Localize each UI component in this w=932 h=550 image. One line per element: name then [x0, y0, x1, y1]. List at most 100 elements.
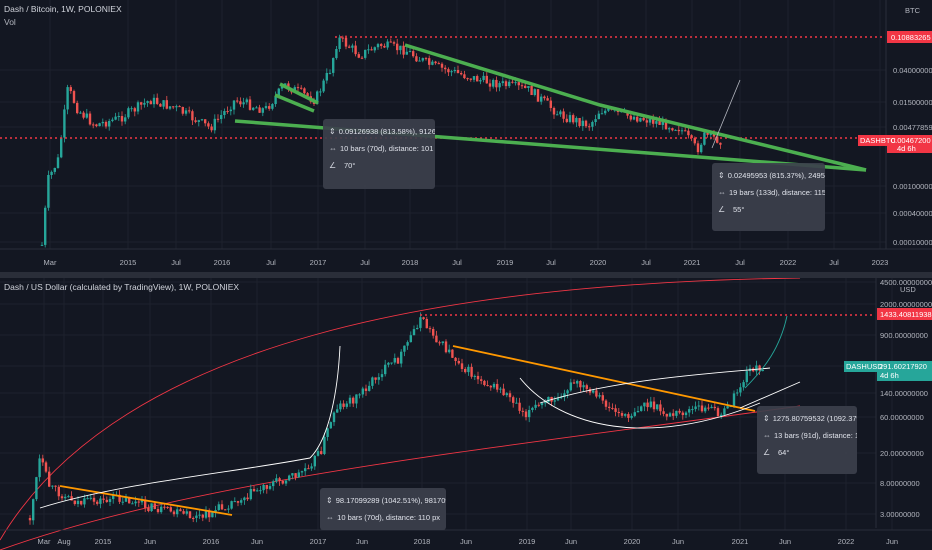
- wedge-upper-trendline[interactable]: [404, 43, 867, 172]
- candle-body: [611, 407, 614, 409]
- trendline-2014-2016[interactable]: [59, 485, 233, 516]
- wedge-lower-trendline[interactable]: [234, 119, 867, 172]
- candle-body: [691, 409, 694, 411]
- candle-body: [405, 51, 408, 55]
- parabolic-curve-left[interactable]: [309, 345, 341, 459]
- candle-body: [502, 388, 505, 396]
- top-price-level: 0.00040000: [893, 209, 932, 218]
- candle-body: [367, 49, 370, 51]
- top-price-level: 0.01500000: [893, 98, 932, 107]
- candle-body: [72, 91, 76, 103]
- candle-body: [745, 371, 748, 383]
- dash-usd-chart-pane[interactable]: USD 4500.00000000 2000.00000000 900.000000…: [0, 278, 932, 550]
- candle-body: [130, 108, 133, 110]
- bot-price-level: 4500.00000000: [880, 278, 932, 287]
- candle-body: [601, 395, 604, 401]
- dash-btc-chart-pane[interactable]: BTC 0.04000000 0.01500000 0.00477859 0.0010…: [0, 0, 932, 272]
- chart-title[interactable]: Dash / US Dollar (calculated by TradingV…: [4, 282, 240, 292]
- candle-body: [181, 106, 184, 114]
- bot-price-level: 140.00000000: [880, 389, 928, 398]
- candle-body: [377, 377, 380, 380]
- candle-body: [566, 390, 569, 394]
- support-trendline[interactable]: [739, 381, 801, 409]
- candle-body: [482, 75, 485, 81]
- candle-body: [598, 395, 601, 397]
- high-price-tag-text: 0.10883265: [891, 33, 931, 42]
- price-range-icon: ⇕: [763, 414, 770, 423]
- candle-body: [316, 91, 319, 104]
- candle-body: [242, 102, 245, 105]
- top-time-label: 2017: [310, 258, 327, 267]
- candle-body: [124, 497, 128, 502]
- candle-body: [595, 390, 598, 397]
- candle-body: [643, 402, 646, 407]
- candle-body: [252, 107, 255, 110]
- parabolic-curve-right[interactable]: [744, 315, 788, 389]
- candle-body: [700, 405, 704, 412]
- candle-body: [742, 382, 745, 388]
- candle-body: [175, 106, 178, 108]
- chart-title[interactable]: Dash / Bitcoin, 1W, POLONIEX: [4, 4, 122, 14]
- candle-body: [296, 87, 300, 89]
- candle-body: [412, 51, 415, 57]
- measure-angle: 55°: [733, 205, 745, 214]
- candle-body: [678, 410, 681, 413]
- candle-body: [533, 89, 536, 96]
- candle-body: [700, 144, 703, 153]
- log-curve-lower[interactable]: [0, 405, 801, 550]
- flag-trendline-upper[interactable]: [279, 82, 319, 105]
- top-price-level: 0.00010000: [893, 238, 932, 247]
- pane-divider[interactable]: [0, 272, 932, 278]
- candle-body: [255, 107, 258, 109]
- cup-curve-right[interactable]: [519, 377, 761, 429]
- candle-body: [95, 124, 98, 127]
- candle-body: [416, 327, 419, 330]
- candle-body: [706, 132, 709, 135]
- angle-icon: ∠: [718, 205, 726, 214]
- candle-body: [73, 500, 76, 505]
- top-price-level: 0.00100000: [893, 182, 932, 191]
- candle-body: [216, 118, 220, 120]
- candle-body: [469, 78, 472, 80]
- candle-body: [44, 462, 48, 472]
- cup-curve-left[interactable]: [39, 457, 311, 509]
- cup-line-right[interactable]: [539, 367, 771, 404]
- currency-label: USD: [900, 285, 916, 294]
- bot-time-label: 2020: [624, 537, 641, 546]
- candle-body: [358, 394, 361, 396]
- candle-body: [326, 428, 329, 437]
- candle-body: [272, 481, 275, 487]
- candle-body: [389, 41, 392, 43]
- candle-body: [406, 342, 409, 346]
- candle-body: [304, 468, 307, 472]
- candle-body: [488, 83, 492, 87]
- candle-body: [348, 46, 351, 48]
- flag-trendline-lower[interactable]: [274, 93, 315, 113]
- candle-body: [547, 396, 550, 403]
- candle-body: [140, 102, 143, 105]
- candle-body: [120, 116, 124, 122]
- candle-body: [127, 108, 130, 118]
- candle-body: [275, 478, 278, 482]
- log-curve-upper[interactable]: [0, 278, 801, 541]
- candle-body: [739, 387, 742, 393]
- candle-body: [194, 120, 197, 122]
- trendline-2018-2021[interactable]: [452, 345, 756, 412]
- candle-body: [466, 78, 469, 80]
- volume-label: Vol: [4, 17, 16, 27]
- candle-body: [438, 342, 441, 344]
- candle-body: [38, 458, 41, 478]
- candle-body: [371, 377, 374, 386]
- candle-body: [428, 58, 431, 65]
- candle-body: [396, 43, 399, 51]
- candle-body: [41, 458, 44, 463]
- candle-body: [207, 123, 210, 127]
- candle-body: [134, 501, 137, 504]
- dash-btc-chart-canvas[interactable]: BTC 0.04000000 0.01500000 0.00477859 0.0010…: [0, 0, 932, 272]
- top-time-label: 2018: [402, 258, 419, 267]
- dash-usd-chart-canvas[interactable]: USD 4500.00000000 2000.00000000 900.000000…: [0, 278, 932, 550]
- candle-body: [172, 106, 175, 108]
- candle-body: [486, 385, 489, 387]
- candle-body: [224, 509, 227, 511]
- measure-arrow-line[interactable]: [711, 79, 741, 149]
